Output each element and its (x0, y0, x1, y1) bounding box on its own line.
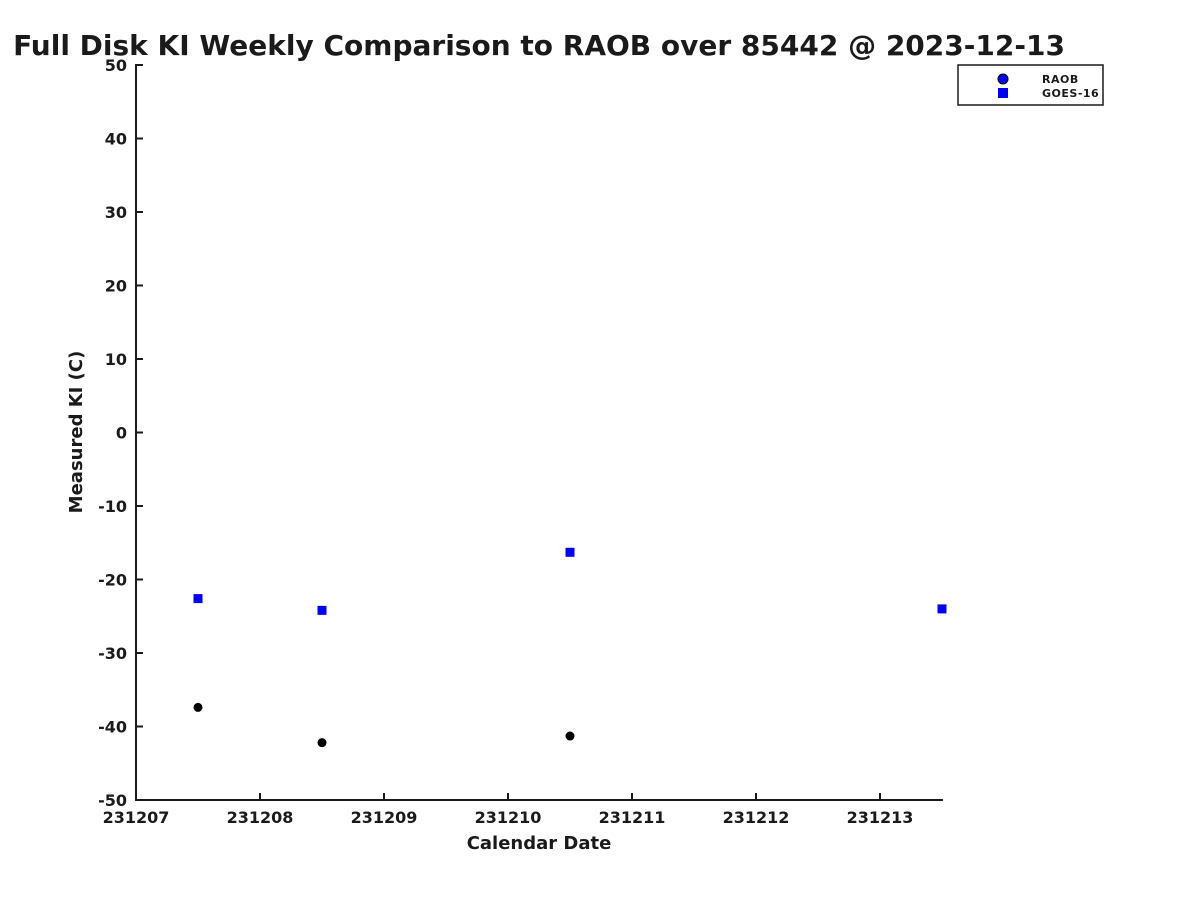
x-tick-label: 231212 (723, 808, 790, 827)
data-points (193, 547, 947, 748)
goes16-point (565, 547, 575, 557)
y-tick-label: 20 (105, 277, 127, 296)
raob-point (565, 731, 575, 741)
raob-circle-marker-icon (997, 73, 1009, 85)
axes: 231207 231208 231209 231210 231211 231212 2312… (98, 56, 943, 827)
legend-label-goes16: GOES-16 (1042, 87, 1099, 100)
y-tick-label: -10 (98, 497, 127, 516)
legend-label-raob: RAOB (1042, 73, 1079, 86)
goes16-square-marker-icon (998, 88, 1008, 98)
y-tick-label: -30 (98, 644, 127, 663)
goes16-point (317, 605, 327, 615)
legend: RAOB GOES-16 (957, 64, 1104, 106)
raob-point (317, 738, 327, 748)
x-tick-label: 231213 (847, 808, 914, 827)
y-tick-label: 40 (105, 130, 127, 149)
y-tick-label: 30 (105, 203, 127, 222)
x-tick-label: 231208 (227, 808, 294, 827)
x-tick-label: 231211 (599, 808, 666, 827)
y-tick-label: 50 (105, 56, 127, 75)
chart-title: Full Disk KI Weekly Comparison to RAOB o… (13, 29, 1065, 62)
x-tick-label: 231207 (103, 808, 170, 827)
x-tick-label: 231210 (475, 808, 542, 827)
y-tick-label: -20 (98, 571, 127, 590)
y-tick-label: 0 (116, 424, 127, 443)
goes16-point (193, 594, 203, 604)
x-tick-label: 231209 (351, 808, 418, 827)
y-tick-label: -40 (98, 718, 127, 737)
y-axis-label: Measured KI (C) (66, 351, 87, 514)
y-tick-label: -50 (98, 791, 127, 810)
x-axis-label: Calendar Date (467, 833, 612, 854)
y-tick-label: 10 (105, 350, 127, 369)
goes16-point (937, 604, 947, 614)
legend-box (957, 64, 1104, 106)
raob-point (193, 702, 203, 712)
